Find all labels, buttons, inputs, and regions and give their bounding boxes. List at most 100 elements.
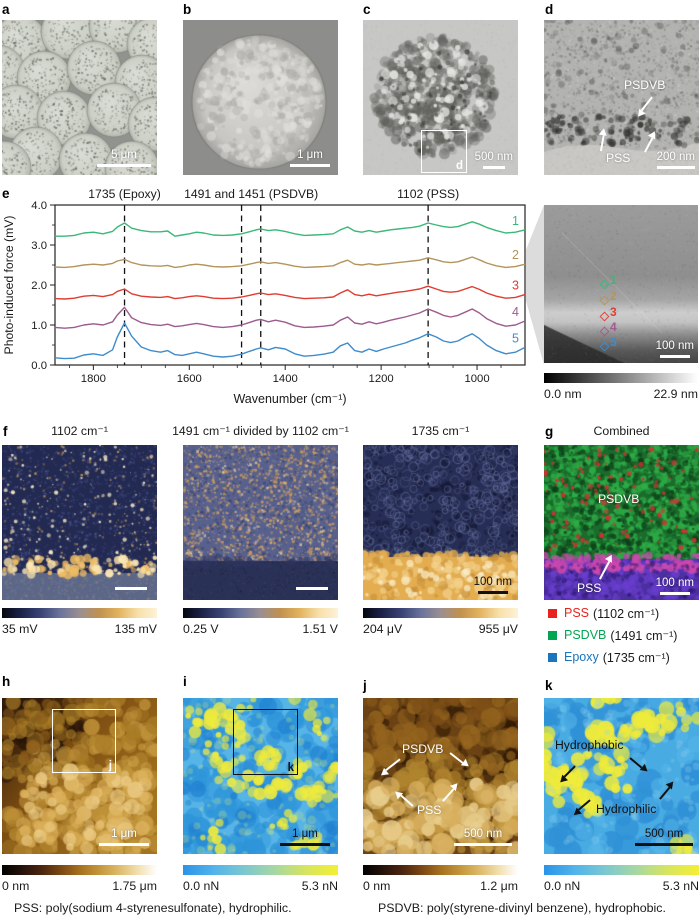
panel-j: PSDVB PSS 500 nm xyxy=(363,698,518,854)
pss-swatch xyxy=(548,608,557,618)
panel-i-letter: i xyxy=(183,674,187,689)
peak-label: 1102 (PSS) xyxy=(397,187,459,201)
colorbar-max: 5.3 nN xyxy=(301,878,338,893)
panel-k-scalebar: 500 nm xyxy=(635,828,693,846)
panel-g: PSDVB PSS 100 nm xyxy=(544,445,699,600)
panel-f1-scalebar xyxy=(115,586,147,590)
panel-f3: 100 nm xyxy=(363,445,518,600)
series-line-4 xyxy=(54,306,526,329)
series-label-3: 3 xyxy=(512,279,519,293)
y-tick-label: 0.0 xyxy=(31,360,47,372)
panel-c-image xyxy=(363,20,518,175)
psdvb-swatch xyxy=(548,630,557,640)
panel-c-letter: c xyxy=(363,2,371,17)
panel-f3-scalebar: 100 nm xyxy=(474,576,512,594)
footer-psdvb: PSDVB: poly(styrene-divinyl benzene), hy… xyxy=(378,901,666,915)
series-line-2 xyxy=(54,256,526,269)
panel-d-scalebar: 200 nm xyxy=(657,151,695,169)
panel-j-scalebar: 500 nm xyxy=(454,828,512,846)
y-axis-title: Photo-induced force (mV) xyxy=(2,216,16,355)
panel-f1-image xyxy=(2,445,157,600)
x-tick-label: 1200 xyxy=(369,373,394,385)
panel-a: 5 μm xyxy=(2,20,157,175)
g-title: Combined xyxy=(593,424,650,438)
panel-a-scalebar: 5 μm xyxy=(97,149,151,167)
y-tick-label: 1.0 xyxy=(31,320,47,332)
legend-item-pss: PSS (1102 cm⁻¹) xyxy=(548,602,677,624)
colorbar-max: 135 mV xyxy=(114,621,157,636)
panel-b-image xyxy=(183,20,338,175)
colorbar-max: 955 μV xyxy=(478,621,518,636)
colorbar-min: 0.0 nN xyxy=(544,878,581,893)
series-line-1 xyxy=(55,221,526,237)
panel-f2-scalebar xyxy=(296,586,328,590)
legend-name: PSS xyxy=(564,606,590,620)
series-line-3 xyxy=(54,285,526,300)
x-axis-title: Wavenumber (cm⁻¹) xyxy=(233,392,346,406)
panel-d-letter: d xyxy=(545,2,554,17)
panel-f2 xyxy=(183,445,338,600)
peak-label: 1491 and 1451 (PSDVB) xyxy=(184,187,318,201)
legend-detail: (1102 cm⁻¹) xyxy=(593,606,660,621)
legend-name: PSDVB xyxy=(564,628,607,642)
series-label-5: 5 xyxy=(512,331,519,345)
colorbar-min: 0 nm xyxy=(363,878,391,893)
footer-pss: PSS: poly(sodium 4-styrenesulfonate), hy… xyxy=(14,901,292,915)
pss-annotation: PSS xyxy=(577,581,602,595)
panel-i-scalebar: 1 μm xyxy=(280,828,330,846)
psdvb-annotation: PSDVB xyxy=(402,742,444,756)
colorbar-max: 1.2 μm xyxy=(480,878,518,893)
x-tick-label: 1800 xyxy=(81,373,106,385)
colorbar-min: 204 μV xyxy=(363,621,403,636)
panel-f-letter: f xyxy=(3,424,8,439)
plot-frame xyxy=(54,204,526,366)
colorbar-max: 5.3 nN xyxy=(662,878,699,893)
x-tick-label: 1000 xyxy=(464,373,489,385)
colorbar-max: 22.9 nm xyxy=(653,386,698,401)
x-tick-label: 1600 xyxy=(177,373,202,385)
grayscale-colorbar xyxy=(544,373,698,383)
psdvb-annotation: PSDVB xyxy=(598,492,640,506)
f1-colorbar: 35 mV 135 mV xyxy=(2,608,157,636)
panel-i-inset-box: k xyxy=(233,709,298,775)
colorbar-min: 0.0 nN xyxy=(183,878,220,893)
panel-d: PSDVB PSS 200 nm xyxy=(544,20,699,175)
panel-e-scalebar: 100 nm xyxy=(656,340,694,358)
panel-j-image xyxy=(363,698,518,854)
panel-h-scalebar: 1 μm xyxy=(99,828,149,846)
colorbar-min: 35 mV xyxy=(2,621,38,636)
inset-box-label: k xyxy=(287,762,294,774)
panel-d-image xyxy=(544,20,699,175)
series-label-2: 2 xyxy=(512,248,519,262)
panel-g-letter: g xyxy=(545,424,554,439)
spectra-chart: 1800 1600 1400 1200 1000 0.0 1.0 2.0 3.0 4.0 1735 … xyxy=(2,187,526,406)
colorbar-min: 0 nm xyxy=(2,878,30,893)
panel-c-scalebar: 500 nm xyxy=(475,151,513,169)
fire-colorbar xyxy=(2,608,157,618)
e-colorbar: 0.0 nm 22.9 nm xyxy=(544,373,698,401)
y-tick-label: 4.0 xyxy=(31,200,47,212)
g-legend: PSS (1102 cm⁻¹) PSDVB (1491 cm⁻¹) Epoxy … xyxy=(548,602,677,668)
panel-c-inset-box: d xyxy=(421,130,467,173)
panel-b-scalebar: 1 μm xyxy=(290,149,330,167)
series-label-1: 1 xyxy=(512,214,519,228)
colorbar-min: 0.0 nm xyxy=(544,386,582,401)
f2-title: 1491 cm⁻¹ divided by 1102 cm⁻¹ xyxy=(172,424,349,438)
fire-colorbar xyxy=(363,608,518,618)
panel-h: j 1 μm xyxy=(2,698,157,854)
panel-k: Hydrophobic Hydrophilic 500 nm xyxy=(544,698,699,854)
pss-annotation: PSS xyxy=(606,151,631,165)
psdvb-annotation: PSDVB xyxy=(624,78,666,92)
panel-h-inset-box: j xyxy=(52,709,116,773)
legend-detail: (1491 cm⁻¹) xyxy=(610,628,678,643)
i-colorbar: 0.0 nN 5.3 nN xyxy=(183,865,338,893)
legend-detail: (1735 cm⁻¹) xyxy=(602,650,670,665)
colorbar-min: 0.25 V xyxy=(183,621,219,636)
blue-yellow-colorbar xyxy=(544,865,699,875)
f3-colorbar: 204 μV 955 μV xyxy=(363,608,518,636)
k-colorbar: 0.0 nN 5.3 nN xyxy=(544,865,699,893)
panel-b: 1 μm xyxy=(183,20,338,175)
peak-label: 1735 (Epoxy) xyxy=(88,187,161,201)
j-colorbar: 0 nm 1.2 μm xyxy=(363,865,518,893)
epoxy-swatch xyxy=(548,652,557,662)
